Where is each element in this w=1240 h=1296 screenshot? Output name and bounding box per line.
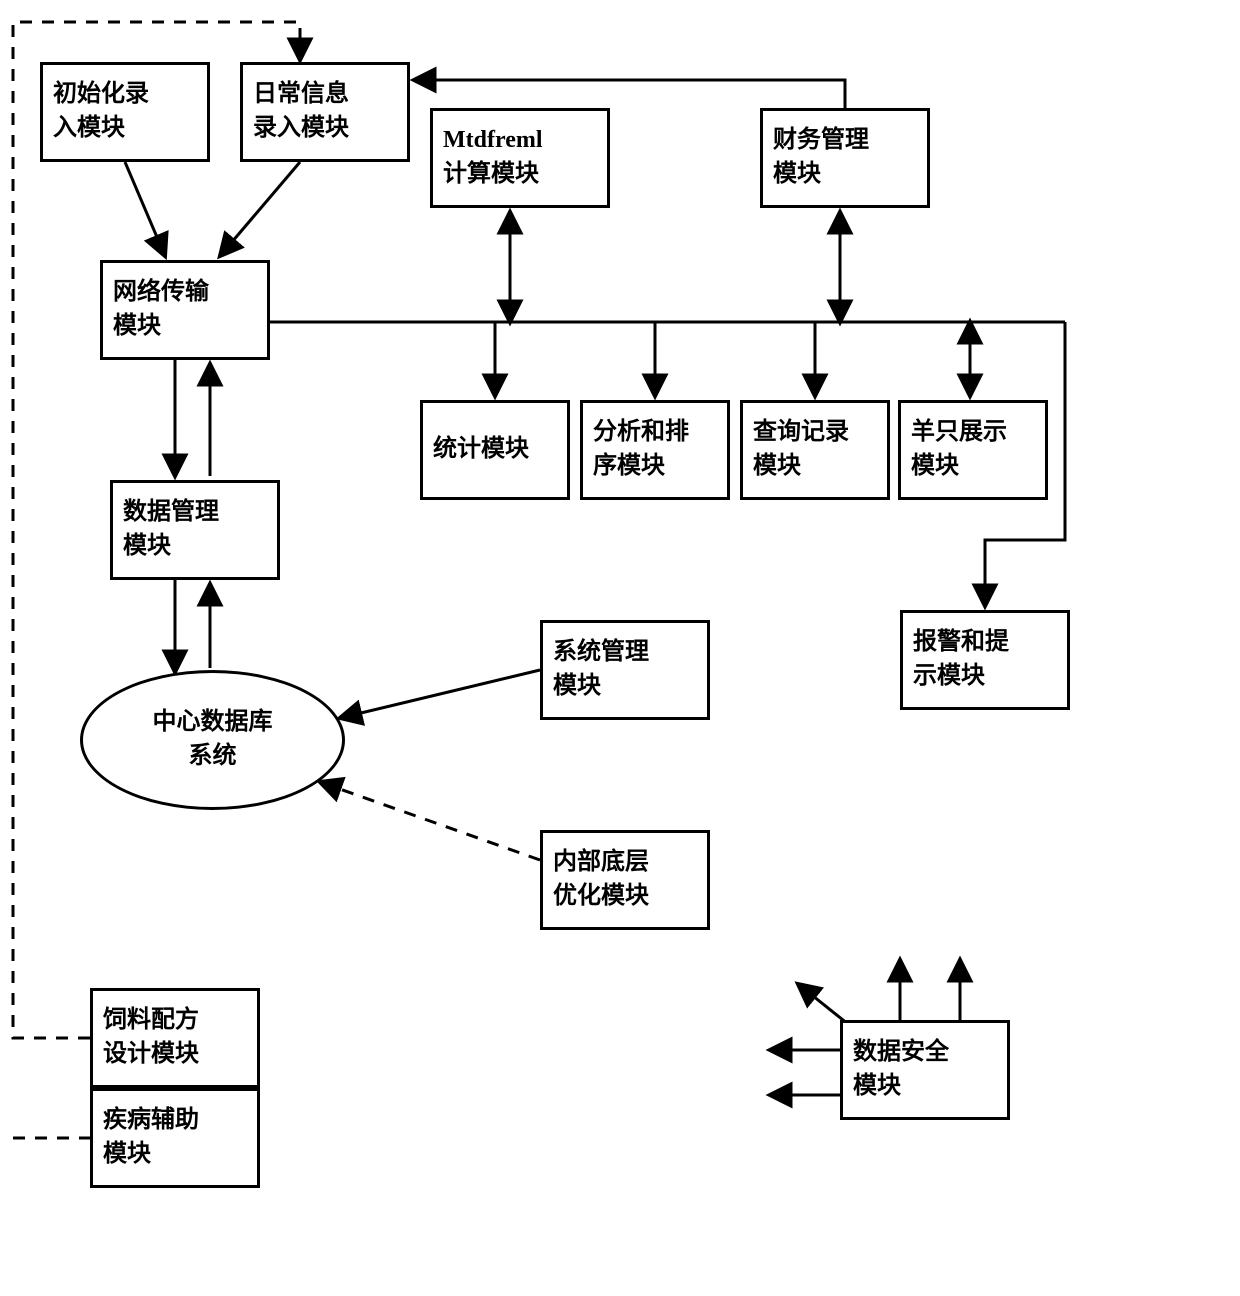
node-label: 报警和提示模块 <box>913 626 1009 693</box>
edge-sysmgmt-db <box>340 670 540 718</box>
node-disease: 疾病辅助模块 <box>90 1088 260 1188</box>
node-data-sec: 数据安全模块 <box>840 1020 1010 1120</box>
node-label: 中心数据库系统 <box>153 706 273 773</box>
node-sys-mgmt: 系统管理模块 <box>540 620 710 720</box>
node-label: Mtdfreml计算模块 <box>443 124 543 191</box>
node-finance: 财务管理模块 <box>760 108 930 208</box>
node-feed-formula: 饲料配方设计模块 <box>90 988 260 1088</box>
edge-init-to-network <box>125 162 165 256</box>
edge-internalopt-db <box>320 782 540 860</box>
node-daily-entry: 日常信息录入模块 <box>240 62 410 162</box>
node-analysis: 分析和排序模块 <box>580 400 730 500</box>
node-label: 系统管理模块 <box>553 636 649 703</box>
edge-daily-to-network <box>220 162 300 256</box>
node-alarm: 报警和提示模块 <box>900 610 1070 710</box>
node-central-db: 中心数据库系统 <box>80 670 345 810</box>
node-stats: 统计模块 <box>420 400 570 500</box>
node-internal-opt: 内部底层优化模块 <box>540 830 710 930</box>
node-data-mgmt: 数据管理模块 <box>110 480 280 580</box>
node-label: 内部底层优化模块 <box>553 846 649 913</box>
node-label: 羊只展示模块 <box>911 416 1007 483</box>
edge-dashed-loop <box>13 22 300 1138</box>
node-sheep: 羊只展示模块 <box>898 400 1048 500</box>
node-mtdfreml: Mtdfreml计算模块 <box>430 108 610 208</box>
node-label: 统计模块 <box>433 433 529 467</box>
edge-datasec-diag <box>798 984 848 1024</box>
node-label: 疾病辅助模块 <box>103 1104 199 1171</box>
node-label: 查询记录模块 <box>753 416 849 483</box>
node-label: 初始化录入模块 <box>53 78 149 145</box>
node-label: 分析和排序模块 <box>593 416 689 483</box>
node-label: 数据安全模块 <box>853 1036 949 1103</box>
node-network: 网络传输模块 <box>100 260 270 360</box>
node-init-entry: 初始化录入模块 <box>40 62 210 162</box>
node-label: 数据管理模块 <box>123 496 219 563</box>
edge-finance-daily <box>414 80 845 108</box>
node-label: 财务管理模块 <box>773 124 869 191</box>
node-label: 饲料配方设计模块 <box>103 1004 199 1071</box>
node-label: 网络传输模块 <box>113 276 209 343</box>
diagram-canvas: central_db (dashed) --> 初始化录入模块 日常信息录入模块… <box>0 0 1240 1296</box>
node-label: 日常信息录入模块 <box>253 78 349 145</box>
node-query: 查询记录模块 <box>740 400 890 500</box>
